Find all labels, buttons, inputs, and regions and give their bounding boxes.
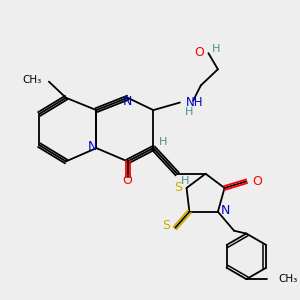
Text: O: O [252,175,262,188]
Text: NH: NH [186,96,203,109]
Text: S: S [174,181,182,194]
Text: O: O [123,174,133,187]
Text: N: N [221,204,230,217]
Text: N: N [123,95,132,108]
Text: H: H [185,107,194,117]
Text: CH₃: CH₃ [279,274,298,284]
Text: S: S [162,220,170,232]
Text: CH₃: CH₃ [22,75,41,85]
Text: N: N [88,140,97,153]
Text: H: H [181,176,189,186]
Text: O: O [194,46,204,59]
Text: H: H [159,137,167,147]
Text: H: H [212,44,220,54]
